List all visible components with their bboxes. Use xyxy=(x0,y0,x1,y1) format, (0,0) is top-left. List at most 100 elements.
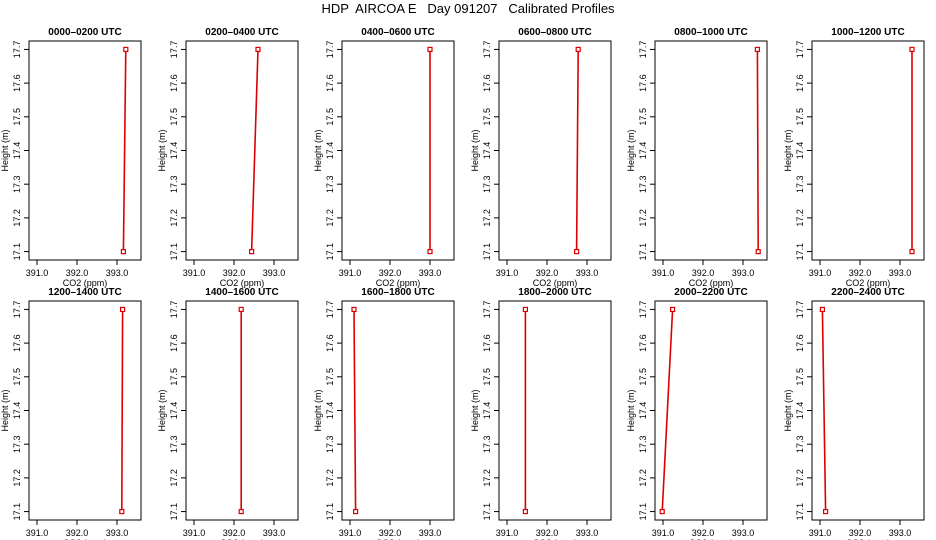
plot-frame xyxy=(654,40,768,261)
panel-title: 0200–0400 UTC xyxy=(205,27,278,38)
x-axis-label: CO2 (ppm) xyxy=(846,278,891,288)
panel-title: 0800–1000 UTC xyxy=(674,27,747,38)
y-tick-label: 17.5 xyxy=(795,368,805,386)
y-axis-label: Height (m) xyxy=(157,129,167,171)
y-tick-label: 17.4 xyxy=(795,402,805,420)
y-tick-label: 17.3 xyxy=(795,435,805,453)
plot-frame xyxy=(28,300,142,521)
y-tick-label: 17.2 xyxy=(325,469,335,487)
data-point xyxy=(119,306,126,313)
y-tick-label: 17.2 xyxy=(795,469,805,487)
x-tick-label: 392.0 xyxy=(223,268,246,278)
y-tick-label: 17.4 xyxy=(169,402,179,420)
panel-title: 0600–0800 UTC xyxy=(518,27,591,38)
plot-frame xyxy=(811,40,925,261)
figure-title: HDP AIRCOA E Day 091207 Calibrated Profi… xyxy=(321,1,615,16)
y-tick-label: 17.5 xyxy=(638,108,648,126)
x-tick-label: 392.0 xyxy=(849,528,872,538)
profile-line xyxy=(756,49,760,252)
data-point xyxy=(659,508,665,515)
panel-title: 1600–1800 UTC xyxy=(361,287,434,298)
x-tick-label: 391.0 xyxy=(652,528,675,538)
x-axis-label: CO2 (ppm) xyxy=(63,538,108,540)
y-axis-label: Height (m) xyxy=(470,129,480,171)
x-axis-label: CO2 (ppm) xyxy=(220,278,265,288)
y-tick-label: 17.5 xyxy=(638,368,648,386)
y-tick-label: 17.1 xyxy=(795,243,805,261)
y-tick-label: 17.4 xyxy=(12,142,22,160)
plot-frame xyxy=(341,40,455,261)
x-tick-label: 391.0 xyxy=(809,268,832,278)
y-tick-label: 17.1 xyxy=(482,503,492,521)
x-tick-label: 393.0 xyxy=(576,268,599,278)
x-tick-label: 393.0 xyxy=(263,528,286,538)
y-tick-label: 17.7 xyxy=(12,41,22,59)
y-tick-label: 17.5 xyxy=(169,108,179,126)
x-tick-label: 391.0 xyxy=(496,528,519,538)
y-tick-label: 17.3 xyxy=(638,435,648,453)
y-tick-label: 17.2 xyxy=(638,209,648,227)
y-tick-label: 17.1 xyxy=(12,503,22,521)
x-tick-label: 393.0 xyxy=(419,528,442,538)
y-tick-label: 17.3 xyxy=(12,435,22,453)
profile-line xyxy=(821,309,827,512)
data-point xyxy=(427,248,433,255)
data-point xyxy=(522,306,529,313)
data-point xyxy=(123,46,129,53)
y-tick-label: 17.1 xyxy=(169,243,179,261)
y-tick-label: 17.2 xyxy=(169,209,179,227)
y-tick-label: 17.7 xyxy=(12,301,22,319)
y-tick-label: 17.2 xyxy=(482,209,492,227)
y-tick-label: 17.7 xyxy=(169,41,179,59)
x-axis-label: CO2 (ppm) xyxy=(689,538,734,540)
data-point xyxy=(573,248,580,255)
profile-line xyxy=(121,309,124,512)
x-axis-label: CO2 (ppm) xyxy=(846,538,891,540)
x-axis-label: CO2 (ppm) xyxy=(376,538,421,540)
x-tick-label: 391.0 xyxy=(339,528,362,538)
profile-line xyxy=(575,49,579,252)
panel-title: 1000–1200 UTC xyxy=(831,27,904,38)
x-tick-label: 391.0 xyxy=(183,528,206,538)
y-tick-label: 17.6 xyxy=(482,334,492,352)
y-axis-label: Height (m) xyxy=(313,129,323,171)
y-tick-label: 17.1 xyxy=(638,503,648,521)
y-tick-label: 17.4 xyxy=(169,142,179,160)
data-point xyxy=(822,508,829,515)
y-tick-label: 17.3 xyxy=(12,175,22,193)
profile-line xyxy=(353,309,357,512)
y-tick-label: 17.2 xyxy=(12,209,22,227)
x-tick-label: 393.0 xyxy=(419,268,442,278)
x-tick-label: 391.0 xyxy=(183,268,206,278)
x-tick-label: 393.0 xyxy=(732,528,755,538)
y-tick-label: 17.4 xyxy=(325,142,335,160)
panel-title: 1800–2000 UTC xyxy=(518,287,591,298)
data-point xyxy=(909,248,915,255)
data-point xyxy=(119,508,125,515)
plot-frame xyxy=(498,40,612,261)
panel-title: 1200–1400 UTC xyxy=(48,287,121,298)
y-tick-label: 17.2 xyxy=(169,469,179,487)
y-tick-label: 17.1 xyxy=(638,243,648,261)
panel-title: 0400–0600 UTC xyxy=(361,27,434,38)
y-tick-label: 17.4 xyxy=(325,402,335,420)
data-point xyxy=(754,46,761,53)
x-tick-label: 391.0 xyxy=(26,528,49,538)
data-point xyxy=(351,306,357,313)
y-tick-label: 17.2 xyxy=(325,209,335,227)
y-tick-label: 17.5 xyxy=(325,108,335,126)
profile-line xyxy=(661,309,674,512)
x-tick-label: 392.0 xyxy=(379,268,402,278)
x-tick-label: 393.0 xyxy=(263,268,286,278)
profile-line xyxy=(250,49,259,252)
x-tick-label: 392.0 xyxy=(379,528,402,538)
y-tick-label: 17.3 xyxy=(325,435,335,453)
x-axis-label: CO2 (ppm) xyxy=(689,278,734,288)
y-tick-label: 17.6 xyxy=(169,334,179,352)
x-axis-label: CO2 (ppm) xyxy=(533,538,578,540)
